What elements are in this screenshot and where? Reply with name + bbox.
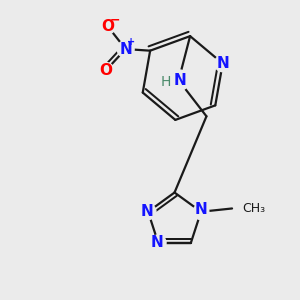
Text: CH₃: CH₃ (242, 202, 265, 215)
Circle shape (193, 204, 209, 220)
Text: N: N (141, 204, 154, 219)
Text: N: N (195, 202, 207, 217)
Text: O: O (100, 63, 112, 78)
Text: N: N (216, 56, 229, 71)
Text: N: N (119, 42, 132, 57)
Text: N: N (151, 235, 164, 250)
Circle shape (140, 204, 156, 220)
Text: +: + (128, 37, 136, 47)
Text: O: O (101, 19, 114, 34)
Text: −: − (110, 14, 120, 27)
Circle shape (98, 62, 114, 78)
Circle shape (100, 18, 116, 34)
Circle shape (117, 40, 134, 58)
Text: H: H (161, 75, 171, 89)
Circle shape (150, 235, 166, 251)
Text: N: N (174, 73, 187, 88)
Circle shape (168, 70, 189, 91)
Circle shape (214, 55, 231, 72)
